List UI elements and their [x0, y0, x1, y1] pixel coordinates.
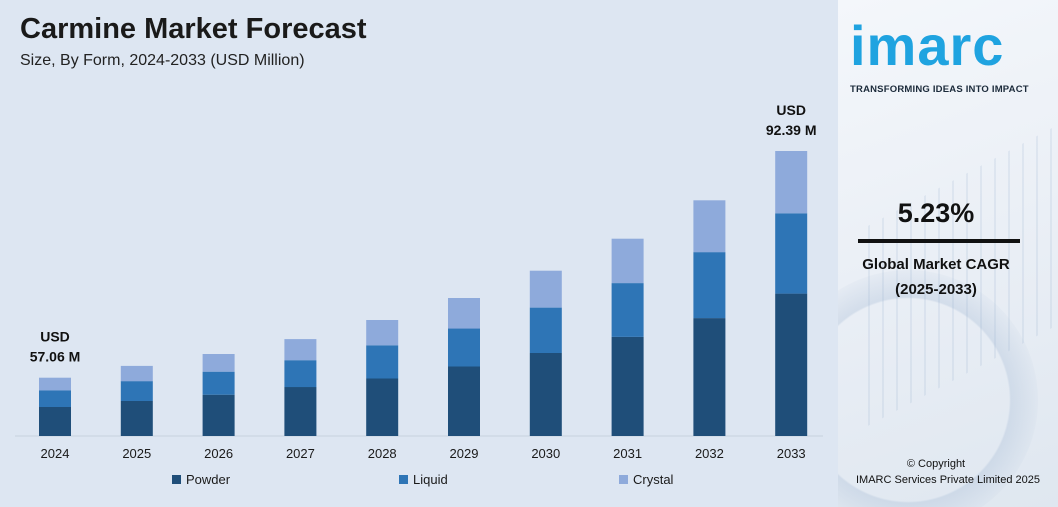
bar-segment-powder-2029: [448, 366, 480, 436]
cagr-value: 5.23%: [897, 198, 975, 228]
bar-segment-liquid-2024: [39, 390, 71, 407]
bar-segment-liquid-2032: [693, 252, 726, 319]
stacked-bar-chart: 2024 2025 2026 2027 2028 2029 2030 2031 2032 2033…: [15, 102, 823, 461]
bar-segment-powder-2033: [775, 293, 808, 436]
bar-segment-powder-2032: [693, 318, 726, 436]
bar-annotations: USD 57.06 M USD 92.39 M: [30, 102, 817, 365]
legend-swatch-powder: [172, 475, 181, 484]
annotation-2033-line1: USD: [776, 102, 806, 118]
bar-segment-crystal-2032: [693, 200, 726, 253]
bar-segment-crystal-2028: [366, 320, 399, 346]
bar-segment-powder-2024: [39, 407, 71, 436]
x-tick-label-2028: 2028: [368, 446, 397, 461]
bar-segment-liquid-2028: [366, 345, 399, 379]
chart-subtitle: Size, By Form, 2024-2033 (USD Million): [20, 52, 305, 69]
imarc-logo: imarc: [850, 6, 1050, 86]
chart-legend: Powder Liquid Crystal: [0, 472, 838, 492]
bar-segment-powder-2030: [529, 353, 562, 436]
legend-swatch-liquid: [399, 475, 408, 484]
x-tick-label-2032: 2032: [695, 446, 724, 461]
copyright-text: © Copyright: [906, 458, 966, 470]
cagr-period: (2025-2033): [895, 281, 977, 298]
x-tick-label-2026: 2026: [204, 446, 233, 461]
x-tick-label-2024: 2024: [41, 446, 70, 461]
company-name: IMARC Services Private Limited 2025: [855, 474, 1040, 486]
info-sidebar: imarc TRANSFORMING IDEAS INTO IMPACT 5.2…: [838, 0, 1058, 507]
cagr-divider: [858, 239, 1020, 243]
logo-tagline: TRANSFORMING IDEAS INTO IMPACT: [850, 84, 1029, 95]
bar-segment-powder-2025: [120, 401, 153, 436]
cagr-label: Global Market CAGR: [862, 256, 1010, 273]
bar-segment-liquid-2026: [202, 371, 235, 395]
bar-segment-crystal-2024: [39, 377, 71, 391]
chart-panel: Carmine Market Forecast Size, By Form, 2…: [0, 0, 838, 507]
x-tick-label-2027: 2027: [286, 446, 315, 461]
legend-item-liquid: Liquid: [399, 472, 448, 487]
x-tick-label-2025: 2025: [122, 446, 151, 461]
legend-label-powder: Powder: [186, 472, 231, 487]
bar-segment-liquid-2033: [775, 213, 808, 294]
bar-segment-liquid-2031: [611, 283, 644, 337]
bar-segment-powder-2031: [611, 336, 644, 436]
bar-segment-crystal-2029: [448, 298, 480, 329]
legend-item-crystal: Crystal: [619, 472, 673, 487]
bar-segment-powder-2026: [202, 394, 235, 436]
legend-label-liquid: Liquid: [413, 472, 448, 487]
bar-segment-crystal-2033: [775, 151, 808, 214]
bar-segment-crystal-2025: [120, 365, 153, 382]
annotation-2024-line1: USD: [40, 329, 70, 345]
bar-segment-powder-2027: [284, 387, 317, 436]
bar-segment-crystal-2027: [284, 339, 317, 361]
x-tick-label-2031: 2031: [613, 446, 642, 461]
bar-segment-crystal-2026: [202, 354, 235, 372]
bar-segment-crystal-2030: [529, 270, 562, 308]
legend-swatch-crystal: [619, 475, 628, 484]
legend-item-powder: Powder: [172, 472, 230, 487]
legend-label-crystal: Crystal: [633, 472, 674, 487]
annotation-2033-line2: 92.39 M: [766, 122, 817, 138]
x-tick-label-2033: 2033: [777, 446, 806, 461]
logo-wordmark: imarc: [850, 14, 1005, 77]
annotation-2024-line2: 57.06 M: [30, 349, 81, 365]
bar-segment-powder-2028: [366, 378, 399, 436]
bar-segment-liquid-2025: [120, 381, 153, 401]
x-tick-labels: 2024 2025 2026 2027 2028 2029 2030 2031 2032 2033: [41, 446, 806, 461]
x-tick-label-2029: 2029: [450, 446, 479, 461]
bars-group: [39, 151, 808, 436]
bar-segment-liquid-2029: [448, 328, 480, 367]
x-tick-label-2030: 2030: [531, 446, 560, 461]
bar-segment-liquid-2030: [529, 307, 562, 353]
bar-segment-liquid-2027: [284, 360, 317, 388]
chart-title: Carmine Market Forecast: [20, 13, 367, 45]
bar-segment-crystal-2031: [611, 238, 644, 284]
